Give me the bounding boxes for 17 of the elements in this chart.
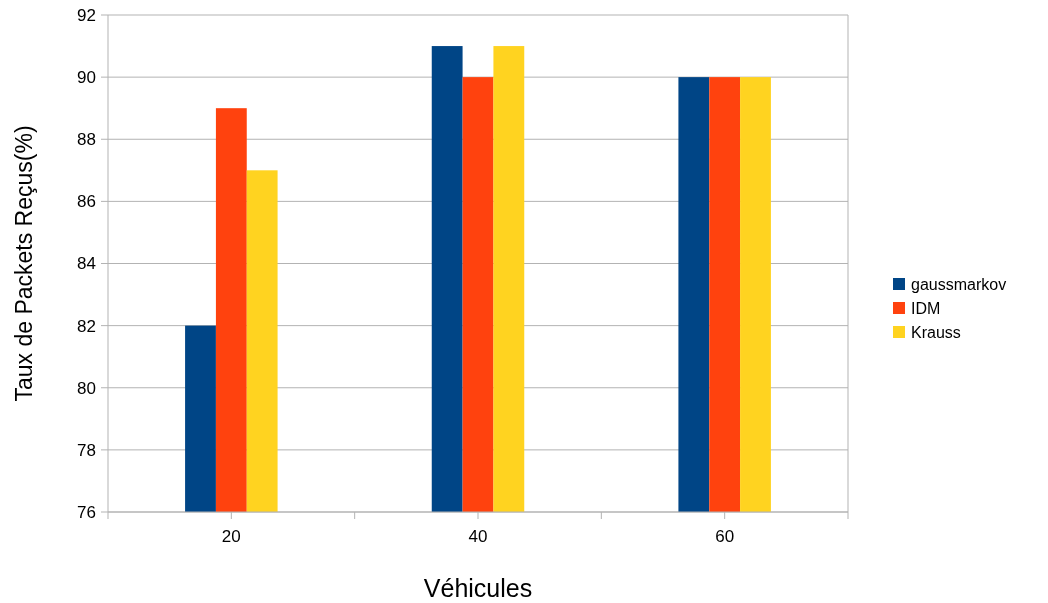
y-tick-label: 90	[77, 68, 96, 88]
y-tick-label: 80	[77, 378, 96, 398]
y-tick-label: 76	[77, 502, 96, 522]
legend-label: IDM	[911, 299, 941, 317]
y-tick-label: 82	[77, 316, 96, 336]
legend-label: gaussmarkov	[911, 275, 1007, 293]
y-tick-label: 86	[77, 192, 96, 212]
legend-label: Krauss	[911, 323, 961, 341]
x-tick-label: 20	[221, 527, 241, 546]
y-tick-label: 92	[77, 5, 96, 25]
x-tick-label: 60	[715, 527, 735, 546]
x-axis-title: Véhicules	[423, 574, 533, 602]
y-tick-label: 88	[77, 130, 96, 150]
x-tick-label: 40	[468, 527, 488, 546]
y-tick-label: 78	[77, 440, 96, 460]
y-axis-title: Taux de Packets Reçus(%)	[11, 125, 37, 402]
y-tick-label: 84	[77, 254, 96, 274]
